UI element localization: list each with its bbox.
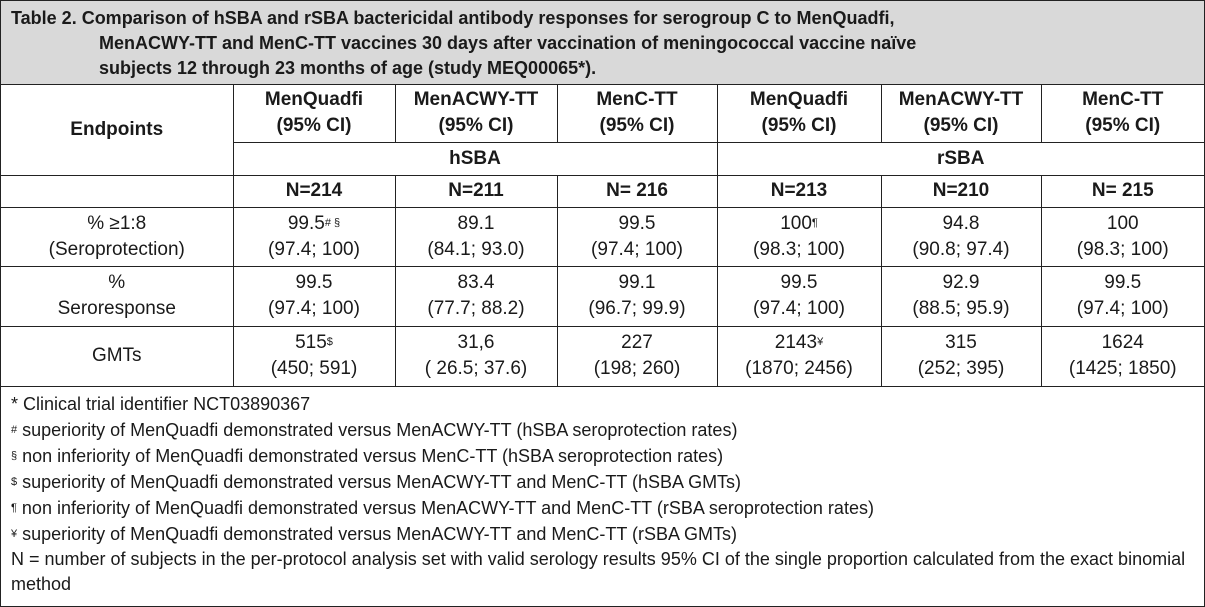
table-row: GMTs 515$ (450; 591) 31,6( 26.5; 37.6) 22… xyxy=(1,325,1204,387)
column-header: MenC-TT (95% CI) xyxy=(1040,85,1204,143)
header-row: Endpoints MenQuadfi (95% CI) MenACWY-TT (9… xyxy=(1,85,1204,176)
data-cell: 100 (98.3; 100) xyxy=(1040,206,1204,267)
data-cell: 99.1 (96.7; 99.9) xyxy=(556,265,718,327)
table-row: % Seroresponse 99.5 (97.4; 100) 83.4 (77.7;… xyxy=(1,265,1204,327)
data-cell: 99.5 (97.4; 100) xyxy=(232,265,396,327)
data-cell: 89.1 (84.1; 93.0) xyxy=(394,206,558,267)
footnote: * Clinical trial identifier NCT03890367 xyxy=(11,393,311,414)
data-cell: 227 (198; 260) xyxy=(556,325,718,387)
group-header-hsba: hSBA xyxy=(233,141,718,176)
column-header: MenQuadfi (95% CI) xyxy=(716,85,882,143)
n-cell: N=211 xyxy=(394,174,558,208)
footnote: ¥ superiority of MenQuadfi demonstrated … xyxy=(11,523,738,544)
column-header: MenQuadfi (95% CI) xyxy=(232,85,396,143)
data-cell: 83.4 (77.7; 88.2) xyxy=(394,265,558,327)
footnote: § non inferiority of MenQuadfi demonstra… xyxy=(11,445,724,466)
data-cell: 99.5 (97.4; 100) xyxy=(556,206,718,267)
n-row: N=214 N=211 N= 216 N=213 N=210 N= 215 xyxy=(1,174,1204,208)
title-line-2: MenACWY-TT and MenC-TT vaccines 30 days … xyxy=(99,33,917,53)
table-title: Table 2. Comparison of hSBA and rSBA bac… xyxy=(1,1,1204,85)
column-header: MenACWY-TT (95% CI) xyxy=(394,85,558,143)
footnote: ¶ non inferiority of MenQuadfi demonstra… xyxy=(11,497,874,518)
table-row: % ≥1:8 (Seroprotection) 99.5# § (97.4; 100… xyxy=(1,206,1204,267)
data-cell: 99.5 (97.4; 100) xyxy=(716,265,882,327)
data-cell: 99.5 (97.4; 100) xyxy=(1040,265,1204,327)
n-cell: N=210 xyxy=(880,174,1042,208)
group-header-rsba: rSBA xyxy=(716,141,1204,176)
column-header: MenACWY-TT (95% CI) xyxy=(880,85,1042,143)
footnote: # superiority of MenQuadfi demonstrated … xyxy=(11,419,738,440)
endpoints-header: Endpoints xyxy=(1,85,234,176)
data-cell: 99.5# § (97.4; 100) xyxy=(232,206,396,267)
row-label: GMTs xyxy=(1,325,234,387)
data-cell: 100¶ (98.3; 100) xyxy=(716,206,882,267)
footnote: $ superiority of MenQuadfi demonstrated … xyxy=(11,471,742,492)
results-table: Endpoints MenQuadfi (95% CI) MenACWY-TT (9… xyxy=(1,85,1204,387)
empty-cell xyxy=(1,174,234,208)
data-cell: 515$ (450; 591) xyxy=(232,325,396,387)
title-line-1: Table 2. Comparison of hSBA and rSBA bac… xyxy=(11,8,895,28)
title-line-3: subjects 12 through 23 months of age (st… xyxy=(99,58,597,78)
n-cell: N= 216 xyxy=(556,174,718,208)
footnotes: * Clinical trial identifier NCT03890367 … xyxy=(1,387,1204,597)
data-cell: 2143¥ (1870; 2456) xyxy=(716,325,882,387)
n-cell: N= 215 xyxy=(1040,174,1204,208)
n-cell: N=213 xyxy=(716,174,882,208)
n-cell: N=214 xyxy=(232,174,396,208)
group-row: hSBA rSBA xyxy=(1,141,1204,176)
data-cell: 92.9 (88.5; 95.9) xyxy=(880,265,1042,327)
row-label: % ≥1:8 (Seroprotection) xyxy=(1,206,234,267)
data-cell: 94.8 (90.8; 97.4) xyxy=(880,206,1042,267)
footnote: N = number of subjects in the per-protoc… xyxy=(11,548,1186,594)
data-cell: 1624 (1425; 1850) xyxy=(1040,325,1204,387)
column-header: MenC-TT (95% CI) xyxy=(556,85,718,143)
data-cell: 315 (252; 395) xyxy=(880,325,1042,387)
row-label: % Seroresponse xyxy=(1,265,234,327)
data-cell: 31,6( 26.5; 37.6) xyxy=(394,325,558,387)
